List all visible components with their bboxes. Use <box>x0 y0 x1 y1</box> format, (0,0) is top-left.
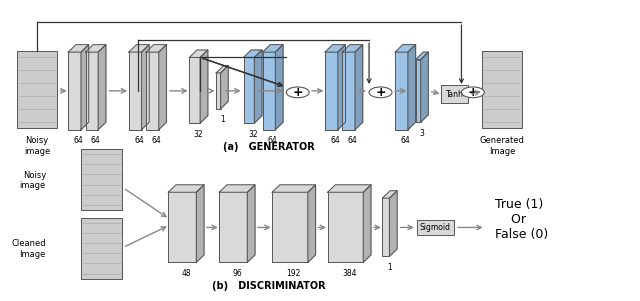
Polygon shape <box>221 66 228 109</box>
Polygon shape <box>254 50 262 123</box>
Text: 48: 48 <box>181 269 191 278</box>
FancyBboxPatch shape <box>244 57 254 123</box>
FancyBboxPatch shape <box>328 192 364 262</box>
Text: 192: 192 <box>287 269 301 278</box>
Polygon shape <box>86 45 106 52</box>
FancyBboxPatch shape <box>189 57 200 123</box>
Circle shape <box>286 87 309 98</box>
Polygon shape <box>272 185 316 192</box>
Text: 64: 64 <box>151 136 161 145</box>
Polygon shape <box>247 185 255 262</box>
Text: (a)   GENERATOR: (a) GENERATOR <box>223 142 315 152</box>
Text: Noisy
image: Noisy image <box>24 136 50 156</box>
FancyBboxPatch shape <box>168 192 196 262</box>
FancyBboxPatch shape <box>81 149 122 210</box>
Polygon shape <box>342 45 363 52</box>
FancyBboxPatch shape <box>146 52 159 130</box>
Polygon shape <box>408 45 415 130</box>
Text: +: + <box>375 86 386 99</box>
Text: Sigmoid: Sigmoid <box>420 223 451 232</box>
Text: 64: 64 <box>268 136 278 145</box>
FancyBboxPatch shape <box>220 192 247 262</box>
Text: 32: 32 <box>248 130 257 139</box>
Polygon shape <box>383 191 397 198</box>
Text: (b)   DISCRIMINATOR: (b) DISCRIMINATOR <box>212 281 326 291</box>
Polygon shape <box>390 191 397 256</box>
FancyBboxPatch shape <box>216 73 221 109</box>
FancyBboxPatch shape <box>441 85 468 103</box>
Text: 384: 384 <box>342 269 356 278</box>
FancyBboxPatch shape <box>129 52 141 130</box>
Polygon shape <box>364 185 371 262</box>
Polygon shape <box>189 50 208 57</box>
FancyBboxPatch shape <box>342 52 355 130</box>
FancyBboxPatch shape <box>81 218 122 279</box>
Text: 64: 64 <box>74 136 83 145</box>
Polygon shape <box>129 45 149 52</box>
Text: +: + <box>292 86 303 99</box>
Polygon shape <box>244 50 262 57</box>
Text: 96: 96 <box>232 269 242 278</box>
Polygon shape <box>308 185 316 262</box>
Polygon shape <box>395 45 415 52</box>
FancyBboxPatch shape <box>483 51 522 128</box>
Circle shape <box>369 87 392 98</box>
Text: 1: 1 <box>220 115 225 124</box>
FancyBboxPatch shape <box>415 60 420 122</box>
Polygon shape <box>355 45 363 130</box>
Polygon shape <box>338 45 346 130</box>
Polygon shape <box>168 185 204 192</box>
Polygon shape <box>141 45 149 130</box>
Polygon shape <box>81 45 89 130</box>
Circle shape <box>461 87 484 98</box>
FancyBboxPatch shape <box>86 52 99 130</box>
Text: 3: 3 <box>419 129 424 138</box>
Polygon shape <box>200 50 208 123</box>
Polygon shape <box>159 45 166 130</box>
Text: +: + <box>468 86 478 99</box>
Text: 64: 64 <box>91 136 100 145</box>
Text: 64: 64 <box>330 136 340 145</box>
FancyBboxPatch shape <box>417 220 454 235</box>
Polygon shape <box>99 45 106 130</box>
Text: 64: 64 <box>348 136 357 145</box>
Text: Tanh: Tanh <box>445 90 463 99</box>
Text: 32: 32 <box>194 130 204 139</box>
Text: 64: 64 <box>134 136 144 145</box>
Polygon shape <box>275 45 283 130</box>
FancyBboxPatch shape <box>262 52 275 130</box>
Text: 64: 64 <box>401 136 410 145</box>
Text: Cleaned
Image: Cleaned Image <box>12 239 46 259</box>
Polygon shape <box>216 66 228 73</box>
Text: True (1)
    Or
False (0): True (1) Or False (0) <box>495 197 548 240</box>
FancyBboxPatch shape <box>383 198 390 256</box>
FancyBboxPatch shape <box>68 52 81 130</box>
Text: Generated
Image: Generated Image <box>480 136 525 156</box>
Polygon shape <box>196 185 204 262</box>
Polygon shape <box>420 52 428 122</box>
Polygon shape <box>220 185 255 192</box>
Polygon shape <box>328 185 371 192</box>
Text: 1: 1 <box>387 263 392 272</box>
Polygon shape <box>415 52 428 60</box>
Polygon shape <box>325 45 346 52</box>
FancyBboxPatch shape <box>395 52 408 130</box>
Text: Noisy
image: Noisy image <box>20 171 46 190</box>
Polygon shape <box>146 45 166 52</box>
Polygon shape <box>68 45 89 52</box>
FancyBboxPatch shape <box>325 52 338 130</box>
FancyBboxPatch shape <box>17 51 57 128</box>
Polygon shape <box>262 45 283 52</box>
FancyBboxPatch shape <box>272 192 308 262</box>
